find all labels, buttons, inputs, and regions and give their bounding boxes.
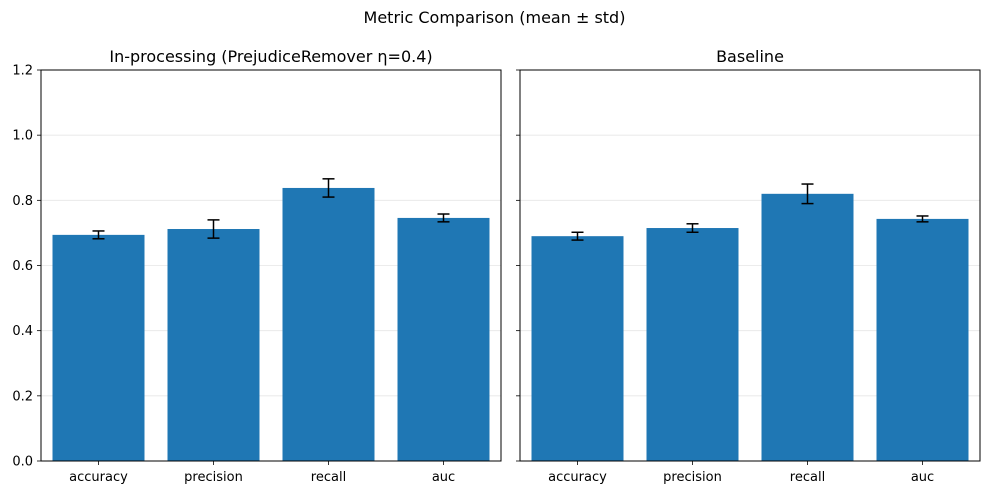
error-bar-precision: [207, 219, 220, 239]
axes-frame: [519, 69, 981, 462]
figure-suptitle: Metric Comparison (mean ± std): [364, 8, 626, 27]
panel-in-processing: accuracy precision recall auc 0.0 0.2 0.4 0.6 0.…: [12, 47, 502, 485]
y-tick-label: 1.0: [12, 129, 33, 144]
y-tick-label: 0.6: [12, 259, 33, 274]
bar-recall: [761, 193, 854, 462]
error-bar-auc: [916, 215, 929, 223]
y-tick-label: 0.4: [12, 324, 33, 339]
y-tick-label: 0.2: [12, 389, 33, 404]
bar-accuracy: [52, 234, 145, 461]
bar-precision: [646, 228, 739, 461]
x-tick-label-recall: recall: [311, 470, 346, 485]
y-tick-label: 1.2: [12, 64, 33, 79]
error-bar-precision: [686, 223, 699, 234]
x-tick-label-accuracy: accuracy: [69, 470, 128, 485]
error-bar-recall: [322, 178, 335, 198]
error-bar-recall: [801, 183, 814, 205]
x-tick-label-auc: auc: [911, 470, 934, 485]
y-tick-label: 0.0: [12, 455, 33, 470]
y-tick-label: 0.8: [12, 194, 33, 209]
x-tick-label-accuracy: accuracy: [548, 470, 607, 485]
bar-auc: [397, 217, 490, 461]
x-tick-label-precision: precision: [663, 470, 722, 485]
panel-baseline: accuracy precision recall auc Baseline: [516, 47, 981, 485]
bar-precision: [167, 229, 260, 461]
bar-auc: [876, 218, 969, 461]
x-tick-label-precision: precision: [184, 470, 243, 485]
bar-accuracy: [531, 236, 624, 461]
bar-recall: [282, 187, 375, 461]
panel-title: In-processing (PrejudiceRemover η=0.4): [109, 47, 432, 66]
error-bar-auc: [437, 213, 450, 223]
axes-frame: [40, 69, 502, 462]
panel-title: Baseline: [716, 47, 784, 66]
x-tick-label-recall: recall: [790, 470, 825, 485]
error-bar-accuracy: [92, 230, 105, 240]
error-bar-accuracy: [571, 231, 584, 241]
x-tick-label-auc: auc: [432, 470, 455, 485]
